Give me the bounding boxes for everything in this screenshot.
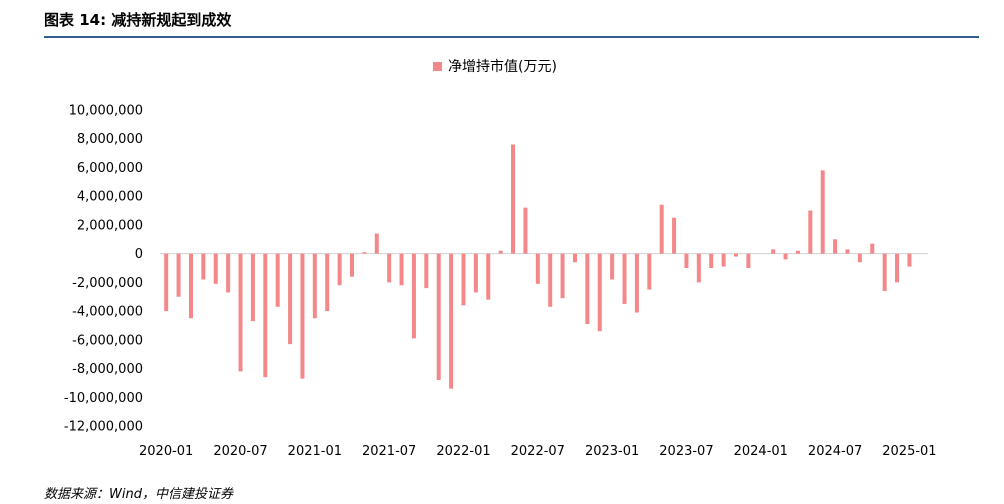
bar-2020-09 bbox=[263, 253, 268, 378]
bar-2021-11 bbox=[436, 253, 441, 381]
bar-2023-06 bbox=[672, 217, 677, 254]
bar-2024-03 bbox=[783, 253, 788, 260]
bar-2023-08 bbox=[696, 253, 701, 283]
y-tick-label: 2,000,000 bbox=[77, 218, 143, 233]
bar-2022-03 bbox=[486, 253, 491, 300]
x-tick-label: 2021-01 bbox=[288, 444, 342, 459]
bar-2023-10 bbox=[721, 253, 726, 267]
y-tick-label: -2,000,000 bbox=[72, 276, 143, 291]
y-tick-label: -4,000,000 bbox=[72, 305, 143, 320]
y-tick-label: 10,000,000 bbox=[69, 104, 143, 119]
y-tick-label: 8,000,000 bbox=[77, 132, 143, 147]
bar-2020-12 bbox=[300, 253, 305, 379]
x-tick-label: 2023-01 bbox=[585, 444, 639, 459]
bar-2020-02 bbox=[176, 253, 181, 297]
chart-canvas: 10,000,000 8,000,000 6,000,000 4,000,000 2,0… bbox=[64, 58, 937, 459]
bar-2021-04 bbox=[350, 253, 354, 277]
bar-2025-01 bbox=[907, 253, 912, 267]
source-note: 数据来源：Wind，中信建投证券 bbox=[44, 487, 233, 502]
bar-2023-12 bbox=[746, 253, 751, 268]
bar-2024-11 bbox=[882, 253, 887, 291]
x-tick-label: 2021-07 bbox=[362, 444, 416, 459]
x-tick-label: 2025-01 bbox=[882, 444, 936, 459]
y-tick-label: 4,000,000 bbox=[77, 190, 143, 205]
bar-2024-04 bbox=[795, 250, 800, 254]
x-tick-label: 2023-07 bbox=[659, 444, 713, 459]
bar-2020-03 bbox=[188, 253, 193, 319]
bar-2020-11 bbox=[288, 253, 293, 345]
y-tick-label: -12,000,000 bbox=[64, 420, 143, 435]
bar-2023-11 bbox=[734, 253, 738, 257]
bar-2021-05 bbox=[362, 252, 367, 254]
bar-2023-07 bbox=[684, 253, 689, 268]
bar-2023-03 bbox=[634, 253, 639, 313]
bar-2024-10 bbox=[870, 243, 875, 254]
bar-2024-05 bbox=[808, 210, 813, 254]
bar-2021-08 bbox=[399, 253, 404, 286]
x-tick-label: 2022-01 bbox=[436, 444, 490, 459]
bar-2020-10 bbox=[275, 253, 280, 307]
y-tick-label: -10,000,000 bbox=[64, 391, 143, 406]
legend-label: 净增持市值(万元) bbox=[448, 58, 557, 75]
bar-chart: 10,000,000 8,000,000 6,000,000 4,000,000 2,0… bbox=[0, 40, 1004, 470]
header-rule bbox=[44, 36, 979, 38]
bar-2020-07 bbox=[238, 253, 243, 372]
bar-2022-07 bbox=[535, 253, 540, 284]
bar-2021-10 bbox=[424, 253, 429, 289]
bar-2023-02 bbox=[622, 253, 627, 304]
y-tick-label: -6,000,000 bbox=[72, 333, 143, 348]
x-tick-label: 2020-07 bbox=[213, 444, 267, 459]
bar-2021-01 bbox=[312, 253, 317, 319]
bar-2022-06 bbox=[523, 207, 528, 254]
bar-2020-08 bbox=[250, 253, 255, 322]
bar-2021-03 bbox=[337, 253, 342, 286]
bar-2021-06 bbox=[374, 233, 379, 254]
bar-2021-12 bbox=[449, 253, 454, 389]
bar-2020-05 bbox=[213, 253, 218, 284]
bar-2024-07 bbox=[833, 239, 838, 254]
bar-2020-04 bbox=[201, 253, 206, 280]
y-tick-label: 6,000,000 bbox=[77, 161, 143, 176]
x-tick-label: 2024-07 bbox=[808, 444, 862, 459]
x-tick-label: 2024-01 bbox=[734, 444, 788, 459]
bar-2023-04 bbox=[647, 253, 652, 290]
y-tick-label: 0 bbox=[135, 247, 143, 262]
bar-2022-02 bbox=[473, 253, 478, 293]
bar-2024-09 bbox=[857, 253, 862, 263]
bar-2022-12 bbox=[597, 253, 602, 332]
figure-header: 图表 14: 减持新规起到成效 bbox=[0, 0, 1004, 38]
legend-swatch bbox=[433, 62, 442, 71]
bar-2023-05 bbox=[659, 204, 664, 254]
x-tick-label: 2020-01 bbox=[139, 444, 193, 459]
bar-2022-10 bbox=[572, 253, 577, 263]
figure-title: 图表 14: 减持新规起到成效 bbox=[44, 11, 232, 29]
bar-2023-01 bbox=[610, 253, 615, 280]
bar-2022-05 bbox=[511, 144, 516, 254]
bar-2020-01 bbox=[164, 253, 169, 312]
bar-2021-09 bbox=[411, 253, 416, 339]
x-tick-label: 2022-07 bbox=[511, 444, 565, 459]
bar-2020-06 bbox=[226, 253, 231, 293]
bar-2024-02 bbox=[771, 249, 776, 254]
bar-2022-11 bbox=[585, 253, 590, 325]
bar-2021-02 bbox=[325, 253, 330, 312]
bar-2023-09 bbox=[709, 253, 714, 268]
bar-2022-04 bbox=[498, 250, 503, 254]
bar-2024-08 bbox=[845, 249, 850, 254]
bar-2024-12 bbox=[895, 253, 900, 283]
bar-2022-08 bbox=[548, 253, 553, 307]
bar-2022-09 bbox=[560, 253, 565, 299]
bar-2021-07 bbox=[387, 253, 392, 283]
bar-2024-06 bbox=[820, 170, 825, 254]
y-tick-label: -8,000,000 bbox=[72, 362, 143, 377]
bar-2022-01 bbox=[461, 253, 466, 306]
